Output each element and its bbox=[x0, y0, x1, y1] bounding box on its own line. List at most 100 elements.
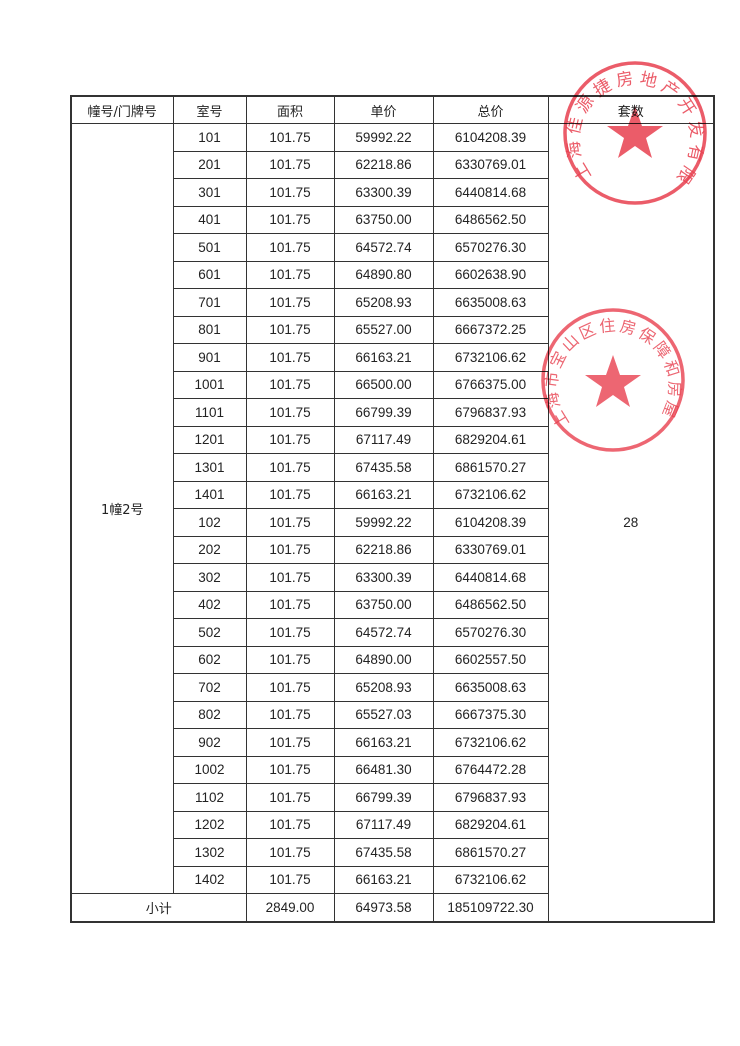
unit-price: 65208.93 bbox=[333, 673, 434, 702]
total-price: 6330769.01 bbox=[432, 535, 549, 564]
area: 101.75 bbox=[245, 590, 335, 619]
room-number: 1202 bbox=[172, 810, 247, 839]
table-row: 401 101.75 63750.00 6486562.50 bbox=[71, 205, 714, 234]
room-number: 1102 bbox=[172, 783, 247, 812]
area: 101.75 bbox=[245, 178, 335, 207]
unit-price: 63300.39 bbox=[333, 563, 434, 592]
area: 101.75 bbox=[245, 508, 335, 537]
total-price: 6732106.62 bbox=[432, 480, 549, 509]
table-row: 302 101.75 63300.39 6440814.68 bbox=[71, 563, 714, 592]
subtotal-area: 2849.00 bbox=[245, 893, 335, 922]
total-price: 6764472.28 bbox=[432, 755, 549, 784]
table-row: 502 101.75 64572.74 6570276.30 bbox=[71, 618, 714, 647]
room-number: 401 bbox=[172, 205, 247, 234]
area: 101.75 bbox=[245, 150, 335, 179]
area: 101.75 bbox=[245, 370, 335, 399]
room-number: 502 bbox=[172, 618, 247, 647]
unit-price: 59992.22 bbox=[333, 123, 434, 152]
area: 101.75 bbox=[245, 728, 335, 757]
total-price: 6766375.00 bbox=[432, 370, 549, 399]
total-price: 6732106.62 bbox=[432, 343, 549, 372]
unit-price: 64572.74 bbox=[333, 618, 434, 647]
total-price: 6440814.68 bbox=[432, 178, 549, 207]
area: 101.75 bbox=[245, 755, 335, 784]
table-row: 1102 101.75 66799.39 6796837.93 bbox=[71, 783, 714, 812]
table-row: 801 101.75 65527.00 6667372.25 bbox=[71, 315, 714, 344]
room-number: 1401 bbox=[172, 480, 247, 509]
header-area: 面积 bbox=[245, 95, 335, 124]
unit-price: 63750.00 bbox=[333, 205, 434, 234]
room-number: 702 bbox=[172, 673, 247, 702]
unit-price: 59992.22 bbox=[333, 508, 434, 537]
area: 101.75 bbox=[245, 618, 335, 647]
area: 101.75 bbox=[245, 838, 335, 867]
area: 101.75 bbox=[245, 453, 335, 482]
total-price: 6667372.25 bbox=[432, 315, 549, 344]
room-number: 501 bbox=[172, 233, 247, 262]
header-room: 室号 bbox=[172, 95, 247, 124]
room-number: 1201 bbox=[172, 425, 247, 454]
area: 101.75 bbox=[245, 205, 335, 234]
area: 101.75 bbox=[245, 700, 335, 729]
unit-price: 65527.00 bbox=[333, 315, 434, 344]
subtotal-unit-price: 64973.58 bbox=[333, 893, 434, 922]
subtotal-row: 小计 2849.00 64973.58 185109722.30 bbox=[70, 893, 714, 922]
unit-price: 66163.21 bbox=[333, 480, 434, 509]
unit-price: 67117.49 bbox=[333, 425, 434, 454]
unit-price-table: 幢号/门牌号 室号 面积 单价 总价 套数 1幢2号 101 101.75 59992… bbox=[70, 95, 715, 923]
area: 101.75 bbox=[245, 535, 335, 564]
room-number: 201 bbox=[172, 150, 247, 179]
table-row: 501 101.75 64572.74 6570276.30 bbox=[71, 233, 714, 262]
room-number: 302 bbox=[172, 563, 247, 592]
unit-price: 67117.49 bbox=[333, 810, 434, 839]
total-price: 6635008.63 bbox=[432, 288, 549, 317]
total-price: 6667375.30 bbox=[432, 700, 549, 729]
unit-price: 64890.80 bbox=[333, 260, 434, 289]
room-number: 1002 bbox=[172, 755, 247, 784]
area: 101.75 bbox=[245, 783, 335, 812]
area: 101.75 bbox=[245, 425, 335, 454]
unit-price: 65527.03 bbox=[333, 700, 434, 729]
area: 101.75 bbox=[245, 645, 335, 674]
area: 101.75 bbox=[245, 260, 335, 289]
room-number: 902 bbox=[172, 728, 247, 757]
area: 101.75 bbox=[245, 398, 335, 427]
unit-price: 62218.86 bbox=[333, 150, 434, 179]
table-header-row: 幢号/门牌号 室号 面积 单价 总价 套数 bbox=[70, 95, 715, 124]
total-price: 6796837.93 bbox=[432, 398, 549, 427]
unit-price: 63750.00 bbox=[333, 590, 434, 619]
header-count: 套数 bbox=[547, 95, 715, 124]
room-number: 1402 bbox=[172, 865, 247, 894]
room-number: 101 bbox=[172, 123, 247, 152]
room-number: 602 bbox=[172, 645, 247, 674]
unit-price: 66163.21 bbox=[333, 865, 434, 894]
room-number: 1301 bbox=[172, 453, 247, 482]
table-row: 1301 101.75 67435.58 6861570.27 bbox=[71, 453, 714, 482]
total-price: 6829204.61 bbox=[432, 810, 549, 839]
header-total-price: 总价 bbox=[432, 95, 549, 124]
room-number: 802 bbox=[172, 700, 247, 729]
unit-count: 28 bbox=[547, 123, 715, 922]
area: 101.75 bbox=[245, 563, 335, 592]
room-number: 1302 bbox=[172, 838, 247, 867]
area: 101.75 bbox=[245, 865, 335, 894]
header-unit-price: 单价 bbox=[333, 95, 434, 124]
total-price: 6570276.30 bbox=[432, 233, 549, 262]
total-price: 6602557.50 bbox=[432, 645, 549, 674]
room-number: 801 bbox=[172, 315, 247, 344]
subtotal-label: 小计 bbox=[70, 893, 247, 922]
unit-price: 66799.39 bbox=[333, 783, 434, 812]
table-row: 301 101.75 63300.39 6440814.68 bbox=[71, 178, 714, 207]
building-number: 1幢2号 bbox=[70, 123, 174, 894]
area: 101.75 bbox=[245, 673, 335, 702]
room-number: 102 bbox=[172, 508, 247, 537]
total-price: 6330769.01 bbox=[432, 150, 549, 179]
table-row: 1幢2号 101 101.75 59992.22 6104208.39 28 bbox=[70, 123, 715, 922]
table-row: 702 101.75 65208.93 6635008.63 bbox=[71, 673, 714, 702]
total-price: 6635008.63 bbox=[432, 673, 549, 702]
table-row: 901 101.75 66163.21 6732106.62 bbox=[71, 343, 714, 372]
table-row: 802 101.75 65527.03 6667375.30 bbox=[71, 700, 714, 729]
table-row: 1402 101.75 66163.21 6732106.62 bbox=[71, 865, 714, 894]
total-price: 6861570.27 bbox=[432, 453, 549, 482]
area: 101.75 bbox=[245, 343, 335, 372]
